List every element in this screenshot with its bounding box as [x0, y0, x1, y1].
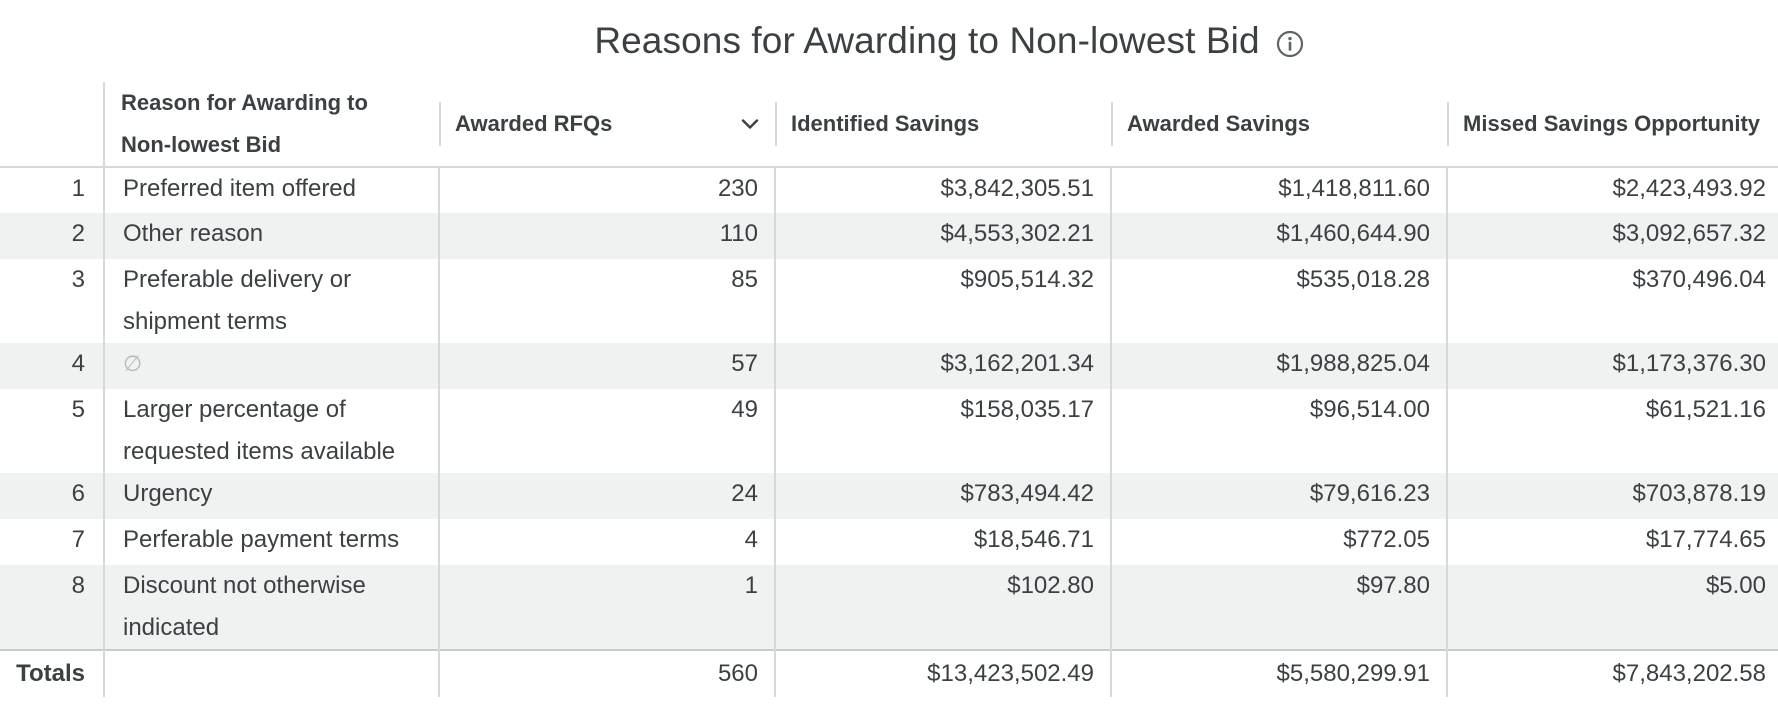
awarded-rfqs-cell: 230 — [438, 167, 775, 213]
reason-cell: Urgency — [103, 473, 439, 519]
missed-savings-cell: $3,092,657.32 — [1446, 213, 1778, 259]
identified-savings-cell: $18,546.71 — [774, 519, 1111, 565]
table-row[interactable]: 5 Larger percentage of requested items a… — [0, 389, 1778, 473]
table-row[interactable]: 1 Preferred item offered 230 $3,842,305.… — [0, 167, 1778, 213]
row-number: 7 — [71, 526, 85, 553]
awarded-savings-cell: $1,460,644.90 — [1110, 213, 1447, 259]
totals-missed-savings: $7,843,202.58 — [1446, 649, 1778, 697]
missed-savings-cell: $61,521.16 — [1446, 389, 1778, 473]
awarded-rfqs-cell: 57 — [438, 343, 775, 389]
awarded-savings-cell: $535,018.28 — [1110, 259, 1447, 343]
column-header-awarded-savings[interactable]: Awarded Savings — [1111, 82, 1447, 168]
row-number: 3 — [71, 266, 85, 293]
column-header-missed-savings[interactable]: Missed Savings Opportunity — [1447, 82, 1778, 168]
identified-savings-cell: $3,842,305.51 — [774, 167, 1111, 213]
missed-savings-cell: $703,878.19 — [1446, 473, 1778, 519]
reason-cell: Discount not otherwise indicated — [103, 565, 439, 650]
chevron-down-icon[interactable] — [739, 113, 761, 135]
table-row[interactable]: 2 Other reason 110 $4,553,302.21 $1,460,… — [0, 213, 1778, 259]
reason-cell: Other reason — [103, 213, 439, 259]
null-value-icon: ∅ — [123, 351, 143, 376]
awarded-savings-cell: $97.80 — [1110, 565, 1447, 650]
totals-awarded-savings: $5,580,299.91 — [1110, 649, 1447, 697]
identified-savings-cell: $4,553,302.21 — [774, 213, 1111, 259]
column-header-awarded-rfqs[interactable]: Awarded RFQs — [439, 82, 775, 168]
awarded-savings-cell: $79,616.23 — [1110, 473, 1447, 519]
totals-label: Totals — [0, 649, 104, 697]
column-header-reason[interactable]: Reason for Awarding to Non-lowest Bid — [104, 82, 439, 168]
awarded-rfqs-cell: 4 — [438, 519, 775, 565]
table-row[interactable]: 7 Perferable payment terms 4 $18,546.71 … — [0, 519, 1778, 565]
missed-savings-cell: $1,173,376.30 — [1446, 343, 1778, 389]
totals-awarded-rfqs: 560 — [438, 649, 775, 697]
info-circle-icon[interactable] — [1276, 30, 1304, 58]
row-number-header — [0, 82, 105, 168]
table-row[interactable]: 8 Discount not otherwise indicated 1 $10… — [0, 565, 1778, 650]
column-header-label: Awarded RFQs — [455, 111, 613, 136]
column-header-identified-savings[interactable]: Identified Savings — [775, 82, 1111, 168]
row-number: 5 — [71, 396, 85, 423]
reason-cell: Perferable payment terms — [103, 519, 439, 565]
awarded-savings-cell: $772.05 — [1110, 519, 1447, 565]
awarded-savings-cell: $96,514.00 — [1110, 389, 1447, 473]
identified-savings-cell: $3,162,201.34 — [774, 343, 1111, 389]
chart-header: Reasons for Awarding to Non-lowest Bid — [0, 0, 1778, 82]
identified-savings-cell: $783,494.42 — [774, 473, 1111, 519]
results-table: Reason for Awarding to Non-lowest Bid Aw… — [0, 82, 1778, 697]
totals-row: Totals 560 $13,423,502.49 $5,580,299.91 … — [0, 649, 1778, 697]
identified-savings-cell: $158,035.17 — [774, 389, 1111, 473]
row-number: 8 — [0, 565, 104, 650]
missed-savings-cell: $17,774.65 — [1446, 519, 1778, 565]
missed-savings-cell: $5.00 — [1446, 565, 1778, 650]
awarded-savings-cell: $1,988,825.04 — [1110, 343, 1447, 389]
row-number: 4 — [0, 343, 104, 389]
identified-savings-cell: $102.80 — [774, 565, 1111, 650]
awarded-rfqs-cell: 49 — [438, 389, 775, 473]
row-number: 2 — [0, 213, 104, 259]
awarded-rfqs-cell: 85 — [438, 259, 775, 343]
table-row[interactable]: 3 Preferable delivery or shipment terms … — [0, 259, 1778, 343]
row-number: 6 — [0, 473, 104, 519]
table-header-row: Reason for Awarding to Non-lowest Bid Aw… — [0, 82, 1778, 168]
totals-identified-savings: $13,423,502.49 — [774, 649, 1111, 697]
row-number: 1 — [71, 175, 85, 202]
awarded-rfqs-cell: 24 — [438, 473, 775, 519]
reason-cell: Larger percentage of requested items ava… — [103, 389, 439, 473]
reason-cell: ∅ — [103, 343, 439, 389]
table-row[interactable]: 6 Urgency 24 $783,494.42 $79,616.23 $703… — [0, 473, 1778, 519]
reason-cell: Preferable delivery or shipment terms — [103, 259, 439, 343]
page-title: Reasons for Awarding to Non-lowest Bid — [594, 20, 1260, 61]
missed-savings-cell: $2,423,493.92 — [1446, 167, 1778, 213]
totals-reason-cell — [103, 649, 439, 697]
missed-savings-cell: $370,496.04 — [1446, 259, 1778, 343]
table-row[interactable]: 4 ∅ 57 $3,162,201.34 $1,988,825.04 $1,17… — [0, 343, 1778, 389]
reason-cell: Preferred item offered — [103, 167, 439, 213]
awarded-rfqs-cell: 1 — [438, 565, 775, 650]
table-body: 1 Preferred item offered 230 $3,842,305.… — [0, 167, 1778, 650]
awarded-savings-cell: $1,418,811.60 — [1110, 167, 1447, 213]
awarded-rfqs-cell: 110 — [438, 213, 775, 259]
identified-savings-cell: $905,514.32 — [774, 259, 1111, 343]
